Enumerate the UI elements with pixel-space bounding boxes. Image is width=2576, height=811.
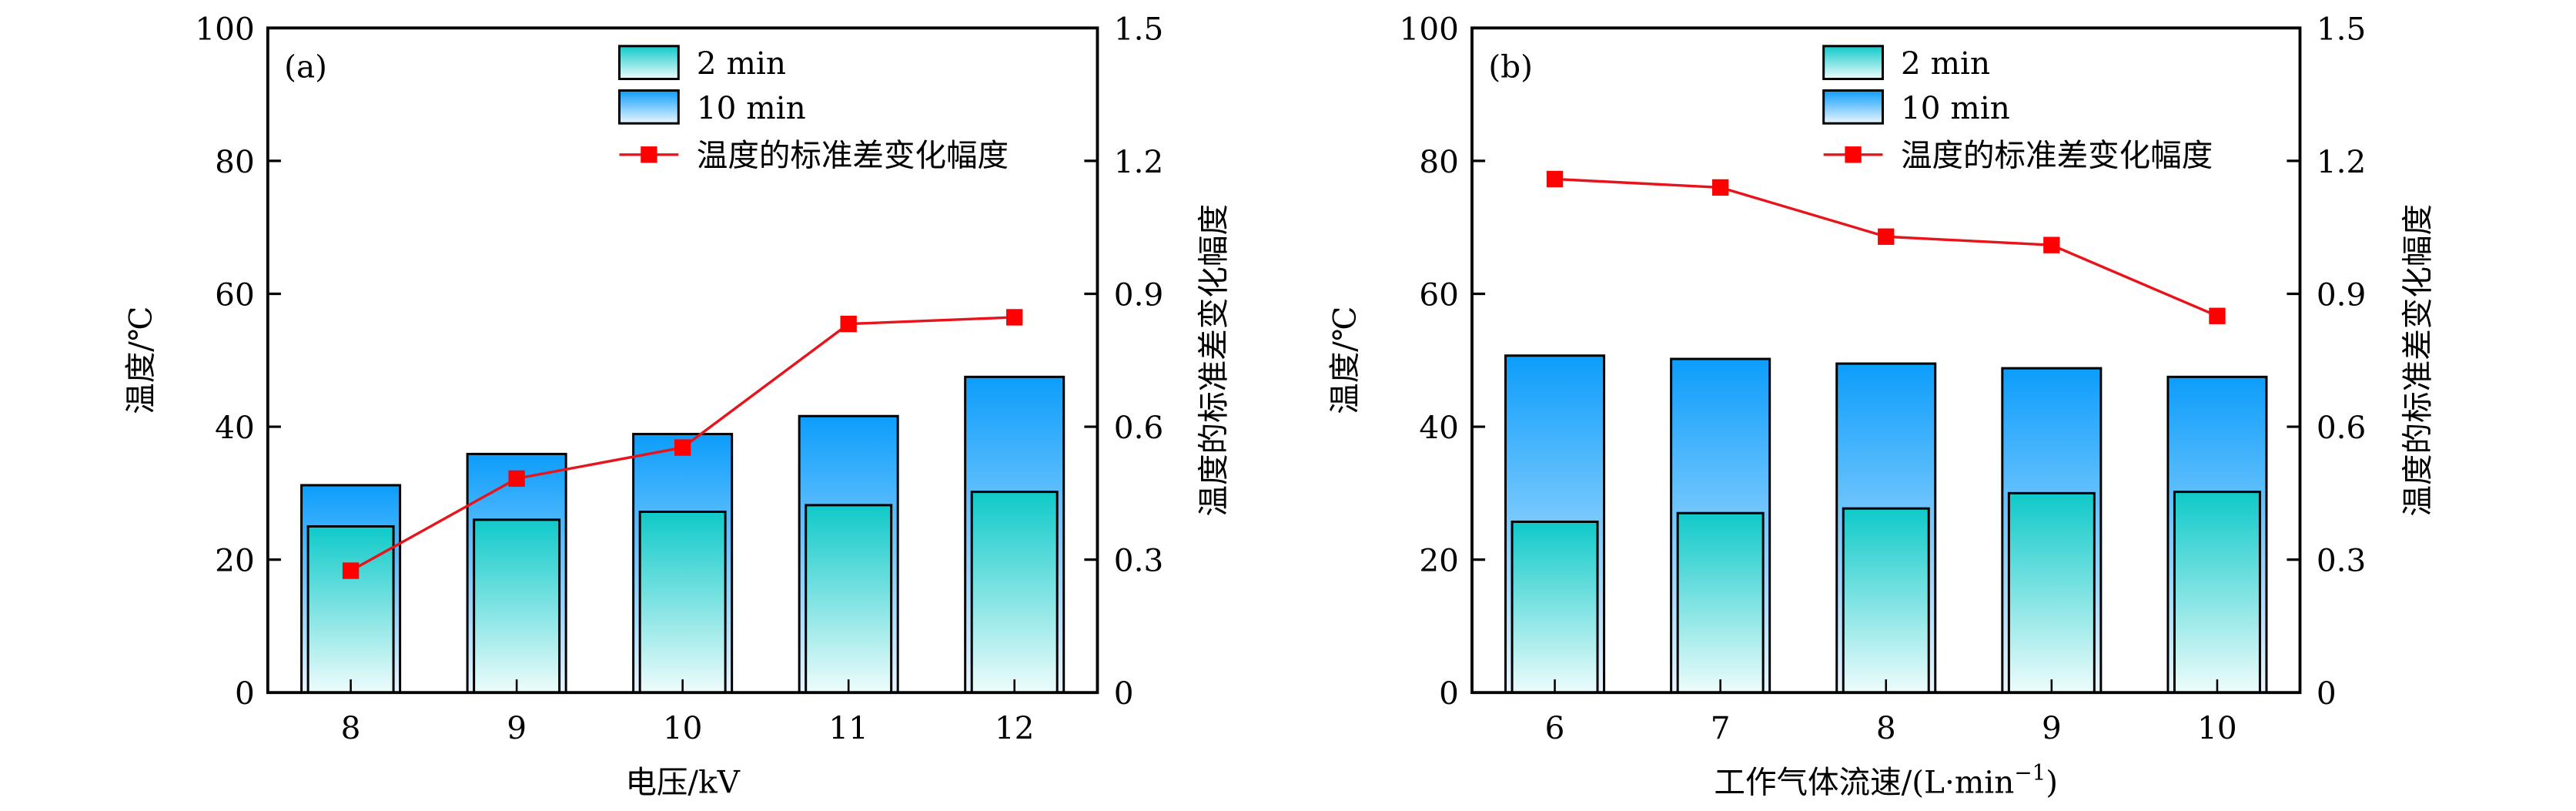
y-right-tick-label: 0.9 xyxy=(2317,276,2366,313)
legend-marker-swatch xyxy=(1845,146,1862,163)
bar-2min xyxy=(2173,491,2261,694)
x-axis-label: 电压/kV xyxy=(625,763,740,800)
bar-2min xyxy=(1842,507,1930,694)
std-change-line xyxy=(1554,177,2218,317)
x-tick-label: 11 xyxy=(828,709,868,746)
y-axis-label: 温度/℃ xyxy=(122,307,159,414)
y-right-tick-label: 0 xyxy=(1114,675,1134,712)
x-tick-label: 8 xyxy=(1876,709,1896,746)
y-right-tick-label: 1.5 xyxy=(1114,10,1163,47)
y-tick-label: 80 xyxy=(215,143,255,180)
x-axis-label-sup: −1 xyxy=(2014,759,2046,785)
y-tick-label: 100 xyxy=(195,10,254,47)
x-axis-label: 工作气体流速/(L·min−1) xyxy=(1714,759,2058,800)
y-axis-label: 温度/℃ xyxy=(1326,307,1363,414)
x-tick-label: 10 xyxy=(663,709,703,746)
x-tick-label: 10 xyxy=(2197,709,2237,746)
x-tick-label: 12 xyxy=(995,709,1035,746)
bar-2min xyxy=(1676,511,1765,694)
y-tick-label: 40 xyxy=(1419,409,1459,446)
std-change-marker xyxy=(840,315,857,333)
y-right-tick-label: 0.3 xyxy=(2317,542,2366,579)
y-tick-label: 0 xyxy=(235,675,255,712)
y-right-tick-label: 0.6 xyxy=(2317,409,2366,446)
y-right-tick-label: 0.3 xyxy=(1114,542,1163,579)
legend-swatch-2min xyxy=(1822,45,1884,81)
legend-label-2min: 2 min xyxy=(1901,45,1990,82)
x-tick-label: 9 xyxy=(2042,709,2062,746)
legend-swatch-10min xyxy=(1822,89,1884,125)
std-change-marker xyxy=(1711,179,1729,196)
legend-label-10min: 10 min xyxy=(1901,89,2010,126)
y-right-tick-label: 0.9 xyxy=(1114,276,1163,313)
panel-label: (a) xyxy=(284,48,327,85)
y-right-tick-label: 1.2 xyxy=(2317,143,2366,180)
x-tick-label: 7 xyxy=(1711,709,1731,746)
y-tick-label: 60 xyxy=(215,276,255,313)
x-axis-label-main: 电压/kV xyxy=(625,763,740,800)
y-tick-label: 80 xyxy=(1419,143,1459,180)
std-change-marker xyxy=(674,439,691,456)
legend-label-2min: 2 min xyxy=(697,45,786,82)
y-tick-label: 40 xyxy=(215,409,255,446)
y-tick-label: 20 xyxy=(1419,542,1459,579)
y-tick-label: 0 xyxy=(1439,675,1459,712)
x-axis-label-main: 工作气体流速/(L·min xyxy=(1714,763,2014,800)
y-right-axis-label: 温度的标准差变化幅度 xyxy=(1195,204,1232,517)
y-right-tick-label: 1.2 xyxy=(1114,143,1163,180)
std-change-marker xyxy=(508,470,525,488)
legend-label-10min: 10 min xyxy=(697,89,806,126)
bar-2min xyxy=(805,504,893,694)
std-change-marker xyxy=(1546,170,1564,188)
std-change-marker xyxy=(1878,228,1895,245)
y-right-axis-label: 温度的标准差变化幅度 xyxy=(2399,204,2436,517)
std-change-marker xyxy=(1006,309,1023,326)
bar-2min xyxy=(970,491,1059,694)
std-change-marker xyxy=(2209,307,2226,324)
panel-label: (b) xyxy=(1488,48,1533,85)
legend-label-std: 温度的标准差变化幅度 xyxy=(697,137,1009,174)
bar-2min xyxy=(473,518,561,694)
y-tick-label: 100 xyxy=(1400,10,1459,47)
y-right-tick-label: 0.6 xyxy=(1114,409,1163,446)
y-right-tick-label: 0 xyxy=(2317,675,2337,712)
y-tick-label: 60 xyxy=(1419,276,1459,313)
std-change-marker xyxy=(2043,236,2060,253)
chart-panel-b: 0 20 40 60 80 100 0 0.3 0.6 0.9 1.2 1.5 6 7 8 9 10 工作气体流速… xyxy=(1326,10,2436,800)
bar-2min xyxy=(1510,520,1599,694)
chart-panel-a: 0 20 40 60 80 100 0 0.3 0.6 0.9 1.2 1.5 8 9 10 11 12 电压/k… xyxy=(122,10,1231,800)
y-tick-label: 20 xyxy=(215,542,255,579)
bar-2min xyxy=(306,524,395,694)
x-tick-label: 6 xyxy=(1545,709,1565,746)
bar-2min xyxy=(638,511,727,694)
y-right-tick-label: 1.5 xyxy=(2317,10,2366,47)
x-tick-label: 8 xyxy=(341,709,361,746)
x-tick-label: 9 xyxy=(507,709,527,746)
bar-2min xyxy=(2007,491,2096,694)
x-axis-label-end: ) xyxy=(2046,763,2058,800)
legend-swatch-2min xyxy=(617,45,680,81)
std-change-marker xyxy=(342,562,360,579)
legend-swatch-10min xyxy=(617,89,680,125)
legend-marker-swatch xyxy=(641,146,657,163)
legend-label-std: 温度的标准差变化幅度 xyxy=(1901,137,2213,174)
